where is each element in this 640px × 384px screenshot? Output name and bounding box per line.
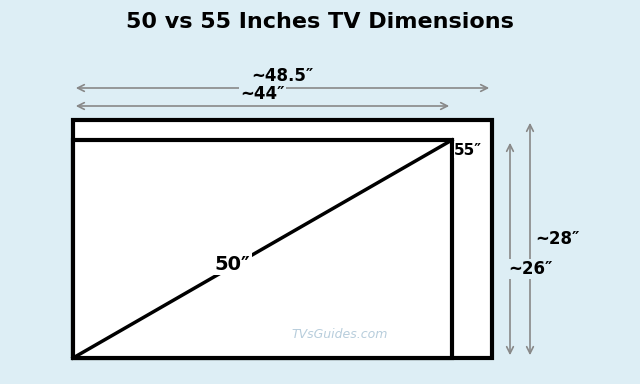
Text: ~28″: ~28″ — [535, 230, 579, 248]
Text: ~26″: ~26″ — [508, 260, 552, 278]
Text: TVsGuides.com: TVsGuides.com — [292, 328, 388, 341]
Text: ~48.5″: ~48.5″ — [252, 67, 314, 85]
Bar — [73, 140, 452, 358]
Text: 55″: 55″ — [454, 143, 482, 158]
Bar — [73, 120, 492, 358]
Text: ~44″: ~44″ — [240, 85, 285, 103]
Text: 50 vs 55 Inches TV Dimensions: 50 vs 55 Inches TV Dimensions — [126, 12, 514, 32]
Text: 50″: 50″ — [214, 255, 250, 273]
